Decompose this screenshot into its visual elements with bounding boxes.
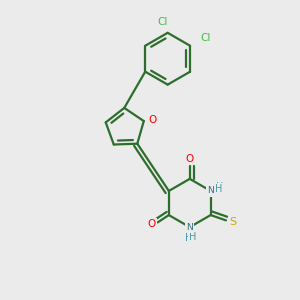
Text: O: O (147, 219, 155, 229)
Text: O: O (186, 154, 194, 164)
Text: Cl: Cl (200, 33, 211, 43)
Text: S: S (229, 217, 236, 227)
Text: N: N (207, 186, 214, 195)
Text: N: N (186, 223, 193, 232)
Text: H: H (184, 233, 192, 243)
Text: O: O (148, 115, 156, 124)
Text: H: H (215, 184, 223, 194)
Text: H: H (189, 232, 196, 242)
Text: H: H (216, 182, 223, 192)
Text: Cl: Cl (157, 16, 168, 27)
